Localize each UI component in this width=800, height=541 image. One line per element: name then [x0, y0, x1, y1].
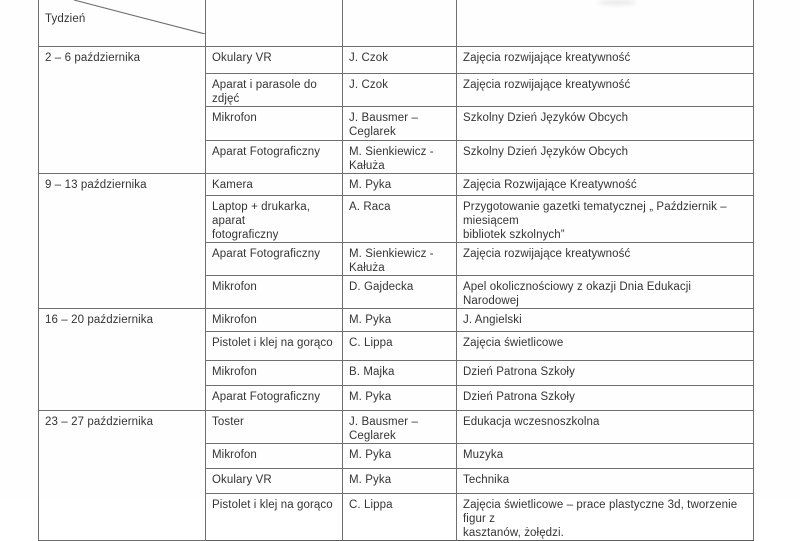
purpose-cell: Zajęcia Rozwijające Kreatywność [456, 173, 754, 196]
equipment-cell: Kamera [205, 173, 343, 196]
person-cell: M. Pyka [342, 385, 457, 411]
purpose-cell: Przygotowanie gazetki tematycznej „ Paźd… [456, 195, 754, 243]
scanned-document-page: Tydzień 2 – 6 października Okulary VR J.… [38, 0, 754, 541]
table-row: Laptop + drukarka, aparat fotograficzny … [39, 195, 754, 243]
equipment-cell: Aparat i parasole do zdjęć [205, 73, 343, 107]
table-row: Mikrofon J. Bausmer – Ceglarek Szkolny D… [39, 106, 754, 141]
table-row: Aparat Fotograficzny M. Pyka Dzień Patro… [39, 385, 754, 411]
table-row: Aparat Fotograficzny M. Sienkiewicz - Ka… [39, 242, 754, 276]
equipment-cell: Laptop + drukarka, aparat fotograficzny [205, 195, 343, 243]
header-empty-cell [342, 0, 457, 47]
equipment-cell: Aparat Fotograficzny [205, 385, 343, 411]
purpose-cell: Muzyka [456, 443, 754, 469]
equipment-cell: Mikrofon [205, 443, 343, 469]
purpose-cell: Szkolny Dzień Języków Obcych [456, 106, 754, 141]
purpose-cell: Edukacja wczesnoszkolna [456, 410, 754, 444]
table-row: Mikrofon D. Gajdecka Apel okolicznościow… [39, 275, 754, 309]
table-row: Aparat Fotograficzny M. Sienkiewicz - Ka… [39, 140, 754, 174]
week-header-label: Tydzień [45, 13, 86, 25]
header-empty-cell [456, 0, 754, 47]
equipment-cell: Mikrofon [205, 275, 343, 309]
equipment-cell: Aparat Fotograficzny [205, 140, 343, 174]
week-cell: 2 – 6 października [38, 46, 206, 174]
equipment-cell: Mikrofon [205, 308, 343, 332]
equipment-schedule-table: Tydzień 2 – 6 października Okulary VR J.… [38, 0, 754, 541]
person-cell: D. Gajdecka [342, 275, 457, 309]
person-cell: B. Majka [342, 360, 457, 386]
table-header-row: Tydzień [38, 0, 754, 47]
purpose-cell: Apel okolicznościowy z okazji Dnia Eduka… [456, 275, 754, 309]
purpose-cell: Szkolny Dzień Języków Obcych [456, 140, 754, 174]
table-row: Mikrofon B. Majka Dzień Patrona Szkoły [39, 360, 754, 386]
person-cell: A. Raca [342, 195, 457, 243]
purpose-cell: Zajęcia rozwijające kreatywność [456, 242, 754, 276]
header-week-cell: Tydzień [38, 0, 206, 47]
person-cell: J. Bausmer – Ceglarek [342, 410, 457, 444]
table-row: Aparat i parasole do zdjęć J. Czok Zajęc… [39, 73, 754, 107]
person-cell: J. Czok [342, 46, 457, 74]
week-cell: 16 – 20 października [38, 308, 206, 411]
table-row: 23 – 27 października Toster J. Bausmer –… [38, 410, 754, 541]
person-cell: C. Lippa [342, 493, 457, 541]
person-cell: M. Pyka [342, 173, 457, 196]
equipment-cell: Pistolet i klej na gorąco [205, 331, 343, 361]
person-cell: M. Pyka [342, 443, 457, 469]
purpose-cell: Zajęcia rozwijające kreatywność [456, 73, 754, 107]
person-cell: M. Sienkiewicz - Kałuża [342, 242, 457, 276]
equipment-cell: Toster [205, 410, 343, 444]
purpose-cell: J. Angielski [456, 308, 754, 332]
purpose-cell: Technika [456, 468, 754, 494]
week-cell: 23 – 27 października [38, 410, 206, 541]
table-row: 2 – 6 października Okulary VR J. Czok Za… [38, 46, 754, 174]
table-row: 16 – 20 października Mikrofon M. Pyka J.… [38, 308, 754, 411]
equipment-cell: Pistolet i klej na gorąco [205, 493, 343, 541]
purpose-cell: Zajęcia świetlicowe – prace plastyczne 3… [456, 493, 754, 541]
purpose-cell: Dzień Patrona Szkoły [456, 360, 754, 386]
equipment-cell: Mikrofon [205, 106, 343, 141]
equipment-cell: Mikrofon [205, 360, 343, 386]
person-cell: M. Pyka [342, 308, 457, 332]
person-cell: J. Bausmer – Ceglarek [342, 106, 457, 141]
table-row: 9 – 13 października Kamera M. Pyka Zajęc… [38, 173, 754, 309]
person-cell: M. Sienkiewicz - Kałuża [342, 140, 457, 174]
week-cell: 9 – 13 października [38, 173, 206, 309]
person-cell: J. Czok [342, 73, 457, 107]
purpose-cell: Zajęcia świetlicowe [456, 331, 754, 361]
equipment-cell: Okulary VR [205, 46, 343, 74]
equipment-cell: Okulary VR [205, 468, 343, 494]
purpose-cell: Zajęcia rozwijające kreatywność [456, 46, 754, 74]
person-cell: C. Lippa [342, 331, 457, 361]
header-empty-cell [205, 0, 343, 47]
equipment-cell: Aparat Fotograficzny [205, 242, 343, 276]
purpose-cell: Dzień Patrona Szkoły [456, 385, 754, 411]
person-cell: M. Pyka [342, 468, 457, 494]
